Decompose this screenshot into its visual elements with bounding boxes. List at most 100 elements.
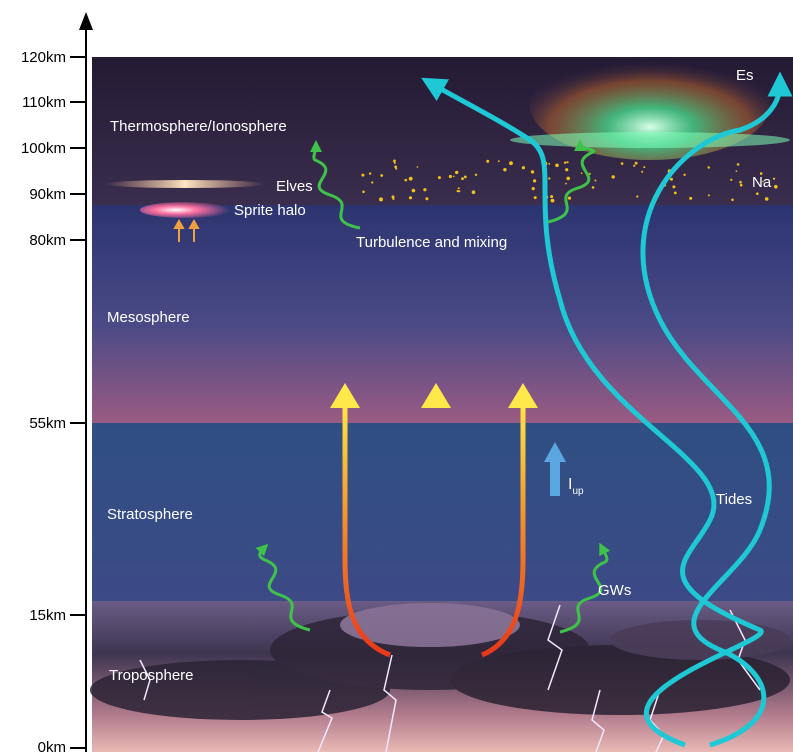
sodium-dot xyxy=(683,173,686,176)
sodium-dot xyxy=(772,177,776,180)
aurora-glow xyxy=(530,50,770,160)
tick-55km: 55km xyxy=(29,415,66,432)
sodium-dot xyxy=(739,183,743,187)
sodium-dot xyxy=(521,166,526,170)
sodium-dot xyxy=(393,159,396,163)
tide-arrows xyxy=(421,71,793,748)
thermosphere-label: Thermosphere/Ionosphere xyxy=(110,118,287,135)
sodium-dot xyxy=(756,192,759,195)
sodium-dot xyxy=(736,163,740,166)
sodium-dot xyxy=(739,180,742,184)
sodium-dot xyxy=(548,162,551,165)
sprite-halo-label: Sprite halo xyxy=(234,202,306,219)
sodium-dot xyxy=(563,161,567,164)
turbulence-label: Turbulence and mixing xyxy=(356,234,507,251)
sodium-dot xyxy=(759,172,763,175)
sodium-dot xyxy=(391,195,395,199)
sodium-dot xyxy=(437,176,441,180)
tick-100km: 100km xyxy=(21,140,66,157)
sodium-dot xyxy=(411,188,416,193)
sodium-dot xyxy=(550,198,555,203)
sodium-dot xyxy=(533,196,537,200)
tick-110km: 110km xyxy=(22,94,66,111)
sodium-dot xyxy=(371,181,374,184)
sodium-dot xyxy=(486,159,490,163)
current-up-arrow xyxy=(544,442,566,496)
troposphere-label: Troposphere xyxy=(109,667,194,684)
sodium-dot xyxy=(394,165,398,169)
sodium-dot xyxy=(368,172,372,175)
sodium-dot xyxy=(463,175,467,179)
sodium-dot xyxy=(497,160,500,163)
es-label: Es xyxy=(736,67,754,84)
mesosphere-label: Mesosphere xyxy=(107,309,190,326)
altitude-axis: 120km 110km 100km 90km 80km 55km 15km 0k… xyxy=(21,12,93,752)
sprite-arrows xyxy=(173,218,200,242)
sodium-dot xyxy=(533,179,537,183)
sodium-dot xyxy=(361,173,365,177)
sodium-dot xyxy=(566,161,569,164)
sodium-dot xyxy=(775,186,777,189)
sodium-dot xyxy=(611,175,615,179)
sodium-dot xyxy=(567,196,572,200)
sodium-dot xyxy=(764,197,769,201)
elves-glow xyxy=(105,180,265,188)
updraft-arrowheads xyxy=(330,383,538,408)
sodium-dot xyxy=(707,166,710,169)
tides-label: Tides xyxy=(716,491,752,508)
sodium-dot xyxy=(673,191,677,195)
sodium-dot xyxy=(762,180,764,183)
sodium-dot xyxy=(707,194,710,197)
sodium-dot xyxy=(453,175,455,178)
sodium-dot xyxy=(461,177,464,181)
sodium-dot xyxy=(471,190,476,194)
tick-0km: 0km xyxy=(38,739,66,752)
sodium-dot xyxy=(670,177,673,181)
sprite-halo-glow xyxy=(140,202,230,218)
sodium-dot xyxy=(425,197,429,201)
sodium-dot xyxy=(580,172,583,174)
sodium-dot xyxy=(550,195,554,199)
sodium-dot xyxy=(380,174,384,177)
sodium-dot xyxy=(591,186,595,189)
sodium-dot xyxy=(423,188,427,192)
sodium-dot xyxy=(643,166,646,169)
sodium-dot xyxy=(565,168,569,172)
lightning xyxy=(139,604,761,752)
tick-90km: 90km xyxy=(29,186,66,203)
sodium-dot xyxy=(379,197,383,202)
sodium-dot xyxy=(731,198,734,202)
tick-80km: 80km xyxy=(29,232,66,249)
sodium-dot xyxy=(392,197,395,200)
sodium-dot xyxy=(474,173,478,176)
sodium-dot xyxy=(509,161,513,166)
sodium-dot xyxy=(735,170,738,172)
sodium-dot xyxy=(620,162,624,165)
es-layer xyxy=(510,132,790,148)
stratosphere-label: Stratosphere xyxy=(107,506,193,523)
sodium-dot xyxy=(362,190,365,194)
sodium-dot xyxy=(448,174,452,179)
sodium-dot xyxy=(730,178,733,181)
sodium-dot xyxy=(641,170,644,173)
sodium-dot xyxy=(404,178,408,182)
axis-arrow xyxy=(79,12,93,30)
sodium-dot xyxy=(633,164,636,167)
sodium-dot xyxy=(503,168,507,172)
elves-label: Elves xyxy=(276,178,313,195)
sodium-dot xyxy=(416,166,419,168)
sodium-dot xyxy=(594,179,597,182)
sodium-dot xyxy=(408,176,413,181)
tick-120km: 120km xyxy=(21,49,66,66)
sodium-dot xyxy=(457,187,460,190)
sodium-dot xyxy=(566,176,570,181)
sodium-dot xyxy=(548,177,551,180)
gws-label: GWs xyxy=(598,582,631,599)
sodium-dot xyxy=(395,167,398,170)
current-label: Iup xyxy=(568,476,584,497)
sodium-dot xyxy=(455,170,459,175)
na-label: Na xyxy=(752,174,772,191)
stratosphere-band xyxy=(92,423,793,601)
updraft-arrows xyxy=(342,400,526,660)
